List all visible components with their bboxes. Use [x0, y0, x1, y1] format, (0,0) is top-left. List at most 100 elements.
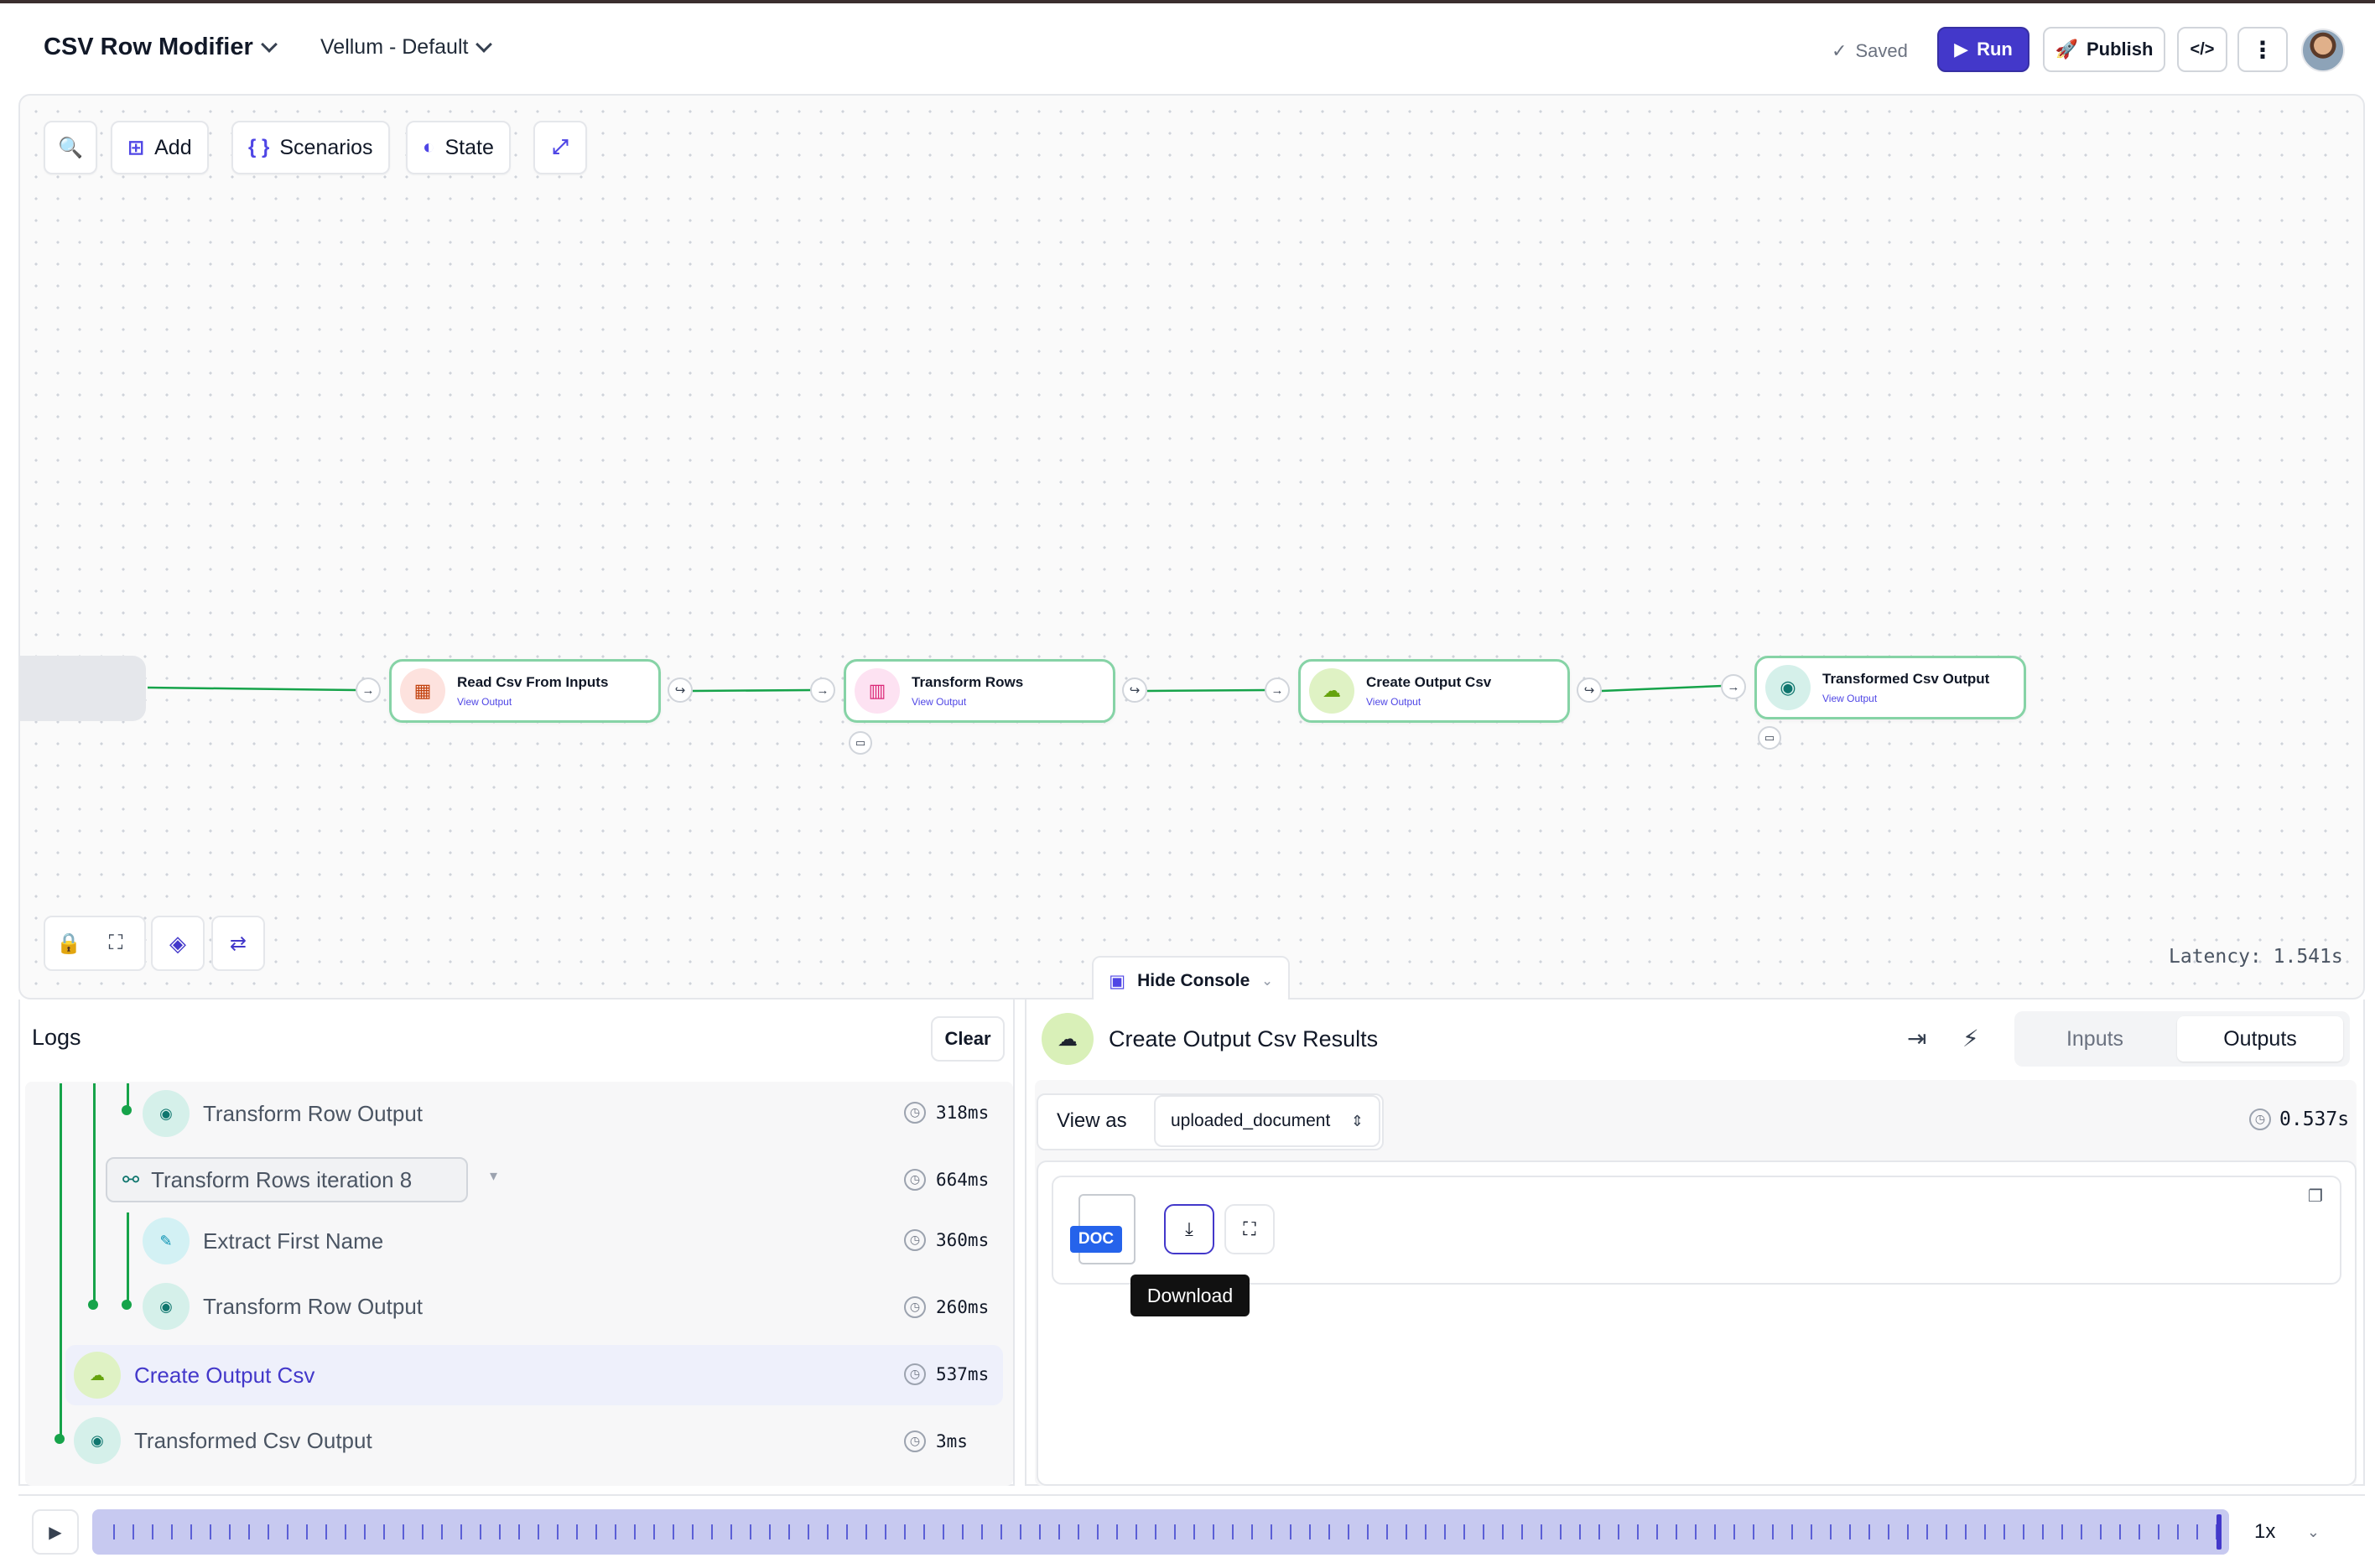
top-edge-strip	[0, 0, 2375, 3]
log-duration: ◷ 664ms	[904, 1169, 989, 1191]
log-time: 360ms	[936, 1230, 990, 1250]
view-output-link[interactable]: View Output	[1366, 696, 1421, 708]
download-button[interactable]: ⤓	[1164, 1204, 1214, 1254]
scenarios-button[interactable]: { } Scenarios	[231, 121, 390, 174]
clock-icon: ◷	[904, 1229, 926, 1251]
log-row[interactable]: ✎ Extract First Name	[143, 1218, 383, 1264]
log-row[interactable]: ◉ Transform Row Output	[143, 1090, 423, 1137]
logs-list[interactable]	[25, 1082, 1013, 1486]
tab-inputs[interactable]: Inputs	[2066, 1026, 2124, 1051]
tab-outputs[interactable]: Outputs	[2177, 1016, 2343, 1062]
search-button[interactable]: 🔍	[44, 121, 97, 174]
node-read-csv-from-inputs[interactable]: ▦ Read Csv From Inputs View Output	[389, 659, 661, 723]
add-label: Add	[154, 135, 192, 159]
fit-view-icon[interactable]: ⛶	[108, 932, 123, 954]
start-node[interactable]	[20, 656, 146, 721]
view-output-link[interactable]: View Output	[912, 696, 967, 708]
layers-button[interactable]: ◈	[151, 916, 205, 971]
log-duration: ◷ 537ms	[904, 1363, 989, 1385]
log-row[interactable]: ☁ Create Output Csv	[74, 1352, 314, 1399]
output-icon: ◉	[143, 1090, 190, 1137]
log-label: Extract First Name	[203, 1228, 384, 1254]
expand-arrows-icon: ⤢	[552, 136, 569, 158]
input-port[interactable]: →	[1265, 678, 1290, 703]
node-transform-rows[interactable]: ▥ Transform Rows View Output	[844, 659, 1115, 723]
add-button[interactable]: ⊞ Add	[111, 121, 209, 174]
output-port[interactable]: ↪	[668, 678, 693, 703]
workflow-name: CSV Row Modifier	[44, 34, 253, 60]
duration-value: 0.537s	[2279, 1109, 2350, 1130]
console-icon: ▣	[1109, 971, 1126, 991]
edge-start-to-read	[147, 686, 358, 692]
view-output-link[interactable]: View Output	[457, 696, 512, 708]
speed-value: 1x	[2254, 1520, 2276, 1543]
view-output-link[interactable]: View Output	[1822, 693, 1878, 704]
play-icon: ▶	[49, 1523, 62, 1542]
code-view-button[interactable]: </>	[2177, 27, 2227, 72]
view-as-select[interactable]: uploaded_document ⇕	[1154, 1095, 1380, 1147]
log-duration: ◷ 3ms	[904, 1430, 968, 1452]
input-port[interactable]: →	[1721, 674, 1746, 699]
clock-icon: ◷	[904, 1363, 926, 1385]
fullscreen-button[interactable]: ⛶	[1224, 1204, 1275, 1254]
note-icon[interactable]: ▭	[1758, 726, 1781, 750]
timeline-track[interactable]	[92, 1509, 2229, 1555]
input-port[interactable]: →	[356, 678, 381, 703]
results-title: Create Output Csv Results	[1109, 1026, 1379, 1051]
workflow-canvas[interactable]	[18, 94, 2365, 999]
download-tooltip: Download	[1130, 1275, 1250, 1316]
run-button[interactable]: ▶ Run	[1937, 27, 2029, 72]
playback-speed-select[interactable]: 1x ⌄	[2237, 1509, 2336, 1555]
result-duration: ◷ 0.537s	[2249, 1109, 2349, 1130]
output-icon: ◉	[1765, 665, 1811, 710]
environment-name: Vellum - Default	[320, 35, 469, 59]
hide-console-button[interactable]: ▣ Hide Console ⌄	[1092, 956, 1290, 1006]
save-status: ✓ Saved	[1832, 40, 1908, 62]
tree-node-dot	[122, 1300, 132, 1310]
run-label: Run	[1977, 39, 2013, 60]
avatar[interactable]	[2301, 29, 2345, 72]
environment-dropdown[interactable]: Vellum - Default	[320, 35, 493, 60]
more-options-button[interactable]: ⋮	[2237, 27, 2288, 72]
updown-chevron-icon: ⇕	[1350, 1112, 1364, 1129]
output-port[interactable]: ↪	[1122, 678, 1147, 703]
output-icon: ◉	[143, 1283, 190, 1330]
log-label: Create Output Csv	[134, 1362, 315, 1388]
canvas-controls-group: 🔒 ⛶	[44, 916, 146, 971]
grid-plus-icon: ⊞	[127, 136, 145, 159]
log-row[interactable]: ◉ Transformed Csv Output	[74, 1417, 372, 1464]
input-port[interactable]: →	[810, 678, 835, 703]
log-duration: ◷ 260ms	[904, 1296, 989, 1318]
fullscreen-icon: ⛶	[1243, 1218, 1256, 1239]
auto-layout-button[interactable]: ⇄	[211, 916, 265, 971]
node-transformed-csv-output[interactable]: ◉ Transformed Csv Output View Output	[1754, 656, 2026, 719]
lock-icon[interactable]: 🔒	[56, 932, 81, 955]
save-status-text: Saved	[1855, 40, 1908, 61]
log-time: 3ms	[936, 1431, 968, 1451]
clock-icon: ◷	[2249, 1109, 2271, 1130]
node-create-output-csv[interactable]: ☁ Create Output Csv View Output	[1298, 659, 1570, 723]
timeline-play-button[interactable]: ▶	[32, 1509, 79, 1555]
node-title: Transform Rows	[912, 674, 1024, 690]
clock-icon: ◷	[904, 1296, 926, 1318]
iteration-group-chip[interactable]: ⚯ Transform Rows iteration 8	[106, 1157, 468, 1202]
output-port[interactable]: ↪	[1577, 678, 1602, 703]
publish-button[interactable]: 🚀 Publish	[2043, 27, 2165, 72]
timeline-playhead[interactable]	[2216, 1514, 2222, 1550]
state-button[interactable]: ◐ State	[406, 121, 511, 174]
note-icon[interactable]: ▭	[849, 731, 872, 755]
copy-icon[interactable]: ❐	[2308, 1187, 2323, 1206]
log-row[interactable]: ◉ Transform Row Output	[143, 1283, 423, 1330]
clock-icon: ◷	[904, 1169, 926, 1191]
timeline-ticks	[113, 1514, 2222, 1550]
edge-create-to-output	[1601, 684, 1723, 693]
code-icon: </>	[2190, 39, 2215, 59]
expand-button[interactable]: ⤢	[533, 121, 587, 174]
magic-wand-icon[interactable]: ⚡	[1962, 1025, 1979, 1051]
clear-logs-button[interactable]: Clear	[931, 1016, 1005, 1062]
workflow-name-dropdown[interactable]: CSV Row Modifier	[44, 34, 278, 61]
go-to-node-icon[interactable]: ⇥	[1907, 1025, 1927, 1051]
caret-down-icon[interactable]: ▾	[490, 1167, 498, 1184]
braces-icon: { }	[248, 136, 270, 158]
